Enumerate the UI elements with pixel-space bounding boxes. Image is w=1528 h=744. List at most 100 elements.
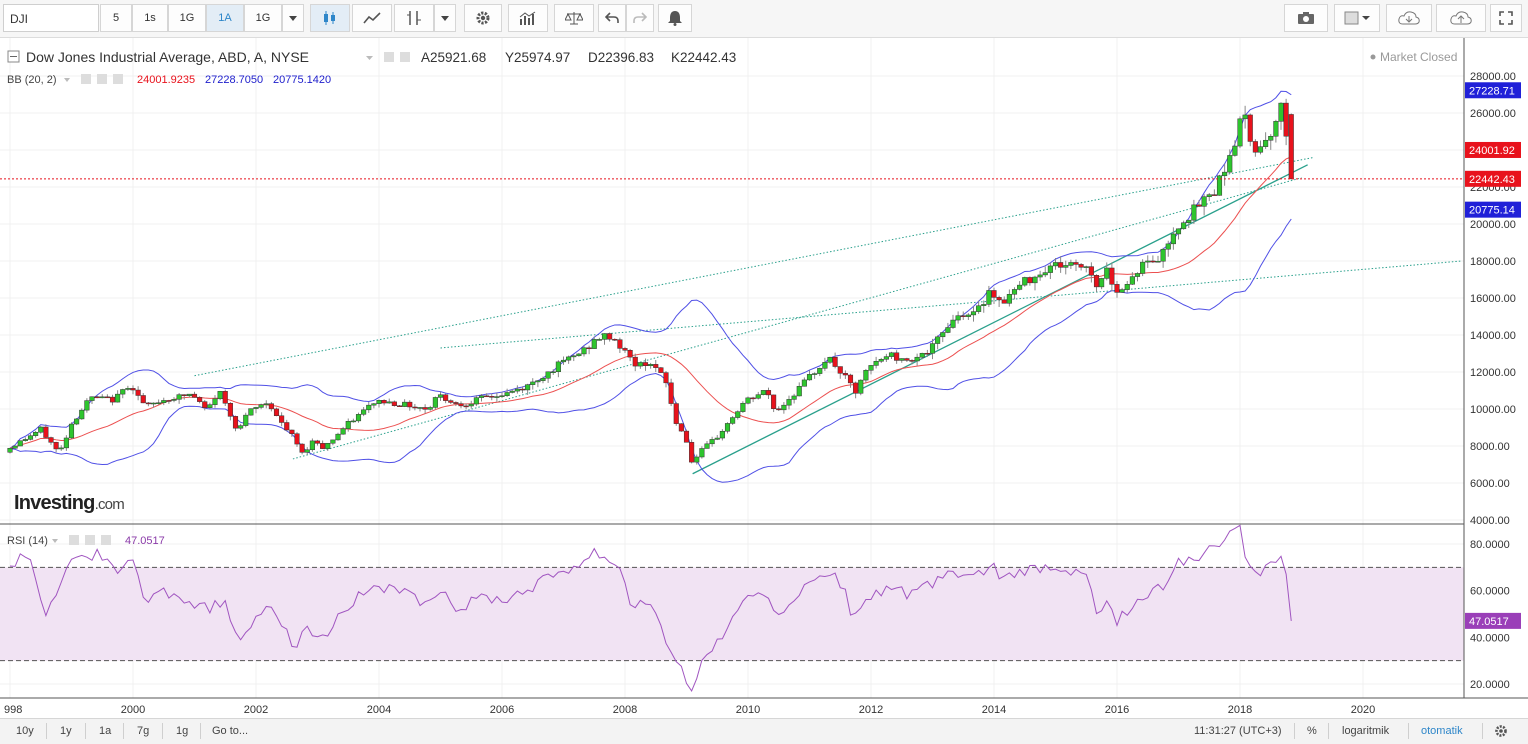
visibility-icon[interactable]: [384, 52, 394, 62]
trend-line[interactable]: [292, 177, 1302, 460]
interval-dropdown-button[interactable]: [282, 4, 304, 32]
candle: [484, 395, 490, 398]
candle: [1088, 266, 1094, 276]
candle: [294, 433, 300, 445]
screenshot-button[interactable]: [1284, 4, 1328, 32]
candle: [104, 396, 110, 399]
interval-1g-button[interactable]: 1G: [168, 4, 206, 32]
rsi-settings-icon[interactable]: [85, 535, 95, 545]
load-button[interactable]: [1386, 4, 1432, 32]
candle: [432, 397, 438, 408]
range-1g-button[interactable]: 1g: [176, 725, 189, 737]
symbol-input[interactable]: DJI: [3, 4, 99, 32]
percent-button[interactable]: %: [1307, 725, 1317, 737]
title-dropdown-icon[interactable]: [366, 56, 373, 60]
rsi-close-icon[interactable]: [101, 535, 111, 545]
candle: [960, 315, 966, 317]
candle: [130, 388, 136, 391]
trend-line[interactable]: [440, 260, 1462, 349]
compare-button[interactable]: [554, 4, 594, 32]
fullscreen-button[interactable]: [1490, 4, 1522, 32]
candle: [955, 315, 961, 321]
price-badge: [1465, 141, 1521, 158]
auto-scale-button[interactable]: otomatik: [1421, 725, 1463, 737]
candle: [238, 425, 244, 429]
candle: [289, 429, 295, 434]
price-chart[interactable]: 4000.00 6000.00 8000.00 10000.00 12000.00 140…: [0, 38, 1528, 718]
time-axis[interactable]: 998 2000 2002 2004 2006 2008 2010 2012 2014 2016 2…: [4, 704, 1375, 716]
ohlc-high: Y25974.97: [505, 50, 570, 65]
candle: [596, 339, 602, 341]
candle: [812, 373, 818, 375]
candle: [386, 401, 392, 404]
range-7g-button[interactable]: 7g: [137, 725, 150, 737]
interval-5-button[interactable]: 5: [100, 4, 132, 32]
rsi-axis[interactable]: 20.0000 40.0000 60.0000 80.0000: [1470, 539, 1510, 691]
interval-1g-daily-button[interactable]: 1G: [244, 4, 282, 32]
candle: [1211, 194, 1217, 196]
rsi-visibility-icon[interactable]: [69, 535, 79, 545]
rsi-label: RSI (14): [7, 535, 48, 547]
divider: [46, 723, 47, 739]
candle: [17, 440, 23, 447]
range-1a-button[interactable]: 1a: [99, 725, 112, 737]
settings-icon[interactable]: [400, 52, 410, 62]
candle: [58, 447, 64, 450]
price-badge: [1465, 612, 1521, 629]
candle: [171, 399, 177, 401]
trend-line[interactable]: [692, 164, 1308, 475]
candle: [232, 416, 239, 429]
interval-1s-button[interactable]: 1s: [132, 4, 168, 32]
color-square-icon: [1344, 11, 1370, 25]
candle: [207, 404, 213, 408]
candle: [755, 394, 761, 399]
alert-button[interactable]: [658, 4, 692, 32]
indicator-dropdown-button[interactable]: [434, 4, 456, 32]
bb-close-icon[interactable]: [113, 74, 123, 84]
price-axis[interactable]: 4000.00 6000.00 8000.00 10000.00 12000.00 140…: [1470, 71, 1516, 527]
candle: [366, 404, 372, 411]
ohlc-low: D22396.83: [588, 50, 654, 65]
candle: [837, 366, 843, 374]
time-tick-label: 2010: [736, 704, 760, 716]
range-1y-button[interactable]: 1y: [60, 725, 72, 737]
candle: [853, 382, 859, 394]
log-scale-button[interactable]: logaritmik: [1342, 725, 1390, 737]
redo-button[interactable]: [626, 4, 654, 32]
undo-button[interactable]: [598, 4, 626, 32]
goto-button[interactable]: Go to...: [212, 725, 249, 737]
color-button[interactable]: [1334, 4, 1380, 32]
trend-line[interactable]: [194, 156, 1314, 377]
candle: [330, 439, 336, 444]
candle: [878, 359, 884, 362]
gear-icon[interactable]: [1494, 724, 1508, 738]
candle: [560, 359, 567, 363]
line-chart-button[interactable]: [352, 4, 392, 32]
bb-visibility-icon[interactable]: [81, 74, 91, 84]
time-tick-label: 998: [4, 704, 22, 716]
indicator-button[interactable]: [394, 4, 434, 32]
candle: [1042, 272, 1048, 276]
range-10y-button[interactable]: 10y: [16, 725, 34, 737]
dropdown-icon: [441, 15, 449, 21]
interval-1a-button[interactable]: 1A: [206, 4, 244, 32]
candle: [591, 339, 597, 349]
rsi-dropdown-icon[interactable]: [52, 539, 58, 543]
bb-settings-icon[interactable]: [97, 74, 107, 84]
save-button[interactable]: [1436, 4, 1486, 32]
candle: [950, 319, 956, 328]
candle: [863, 370, 869, 381]
candlestick-button[interactable]: [310, 4, 350, 32]
bb-dropdown-icon[interactable]: [64, 78, 70, 82]
candle: [166, 400, 172, 402]
studies-button[interactable]: [508, 4, 548, 32]
top-toolbar: DJI 5 1s 1G 1A 1G: [0, 0, 1528, 38]
candle: [150, 402, 157, 405]
rsi-tick-label: 80.0000: [1470, 539, 1510, 551]
chart-area[interactable]: 4000.00 6000.00 8000.00 10000.00 12000.00 140…: [0, 38, 1528, 718]
candle: [719, 430, 725, 439]
candle: [1186, 219, 1192, 223]
candle: [735, 411, 741, 418]
settings-button[interactable]: [464, 4, 502, 32]
candle: [1140, 261, 1146, 274]
